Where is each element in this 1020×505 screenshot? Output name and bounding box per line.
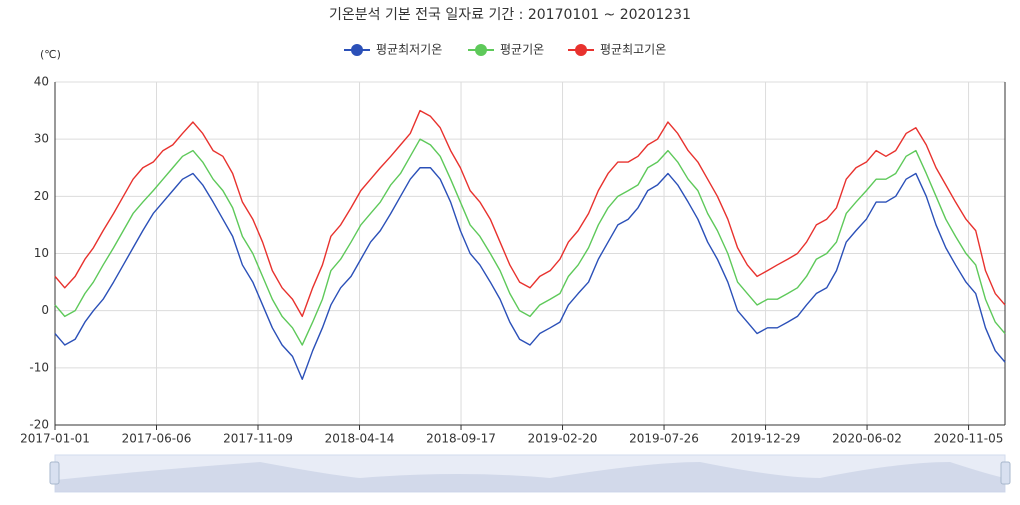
y-tick-label: 0 bbox=[41, 303, 49, 317]
series-line bbox=[54, 167, 1006, 380]
x-tick-label: 2019-07-26 bbox=[629, 432, 699, 446]
chart-title: 기온분석 기본 전국 일자료 기간 : 20170101 ~ 20201231 bbox=[329, 7, 691, 23]
y-tick-label: 30 bbox=[34, 132, 49, 146]
x-tick-label: 2018-04-14 bbox=[325, 432, 395, 446]
x-tick-label: 2017-01-01 bbox=[20, 432, 90, 446]
x-tick-label: 2017-06-06 bbox=[122, 432, 192, 446]
x-tick-label: 2019-12-29 bbox=[731, 432, 801, 446]
y-axis-unit: (℃) bbox=[40, 48, 61, 61]
y-tick-label: 40 bbox=[34, 75, 49, 89]
x-tick-label: 2018-09-17 bbox=[426, 432, 496, 446]
legend-item[interactable]: 평균최저기온 bbox=[344, 43, 442, 57]
legend-label: 평균최고기온 bbox=[600, 43, 666, 57]
y-tick-label: 20 bbox=[34, 189, 49, 203]
slider-preview bbox=[55, 462, 1005, 492]
y-tick-label: -10 bbox=[29, 360, 49, 374]
legend-label: 평균기온 bbox=[500, 43, 544, 57]
data-zoom-slider[interactable] bbox=[49, 454, 1011, 493]
x-tick-label: 2020-06-02 bbox=[832, 432, 902, 446]
legend-label: 평균최저기온 bbox=[376, 43, 442, 57]
series-line bbox=[54, 109, 1006, 318]
legend-item[interactable]: 평균기온 bbox=[468, 43, 544, 57]
slider-handle-right[interactable] bbox=[1000, 461, 1011, 485]
x-tick-label: 2019-02-20 bbox=[528, 432, 598, 446]
y-tick-label: 10 bbox=[34, 246, 49, 260]
x-tick-label: 2020-11-05 bbox=[934, 432, 1004, 446]
series-line bbox=[54, 138, 1006, 346]
slider-handle-left[interactable] bbox=[49, 461, 60, 485]
x-tick-label: 2017-11-09 bbox=[223, 432, 293, 446]
legend-marker bbox=[475, 44, 487, 56]
legend-item[interactable]: 평균최고기온 bbox=[568, 43, 666, 57]
legend-marker bbox=[575, 44, 587, 56]
legend-marker bbox=[351, 44, 363, 56]
y-tick-label: -20 bbox=[29, 418, 49, 432]
